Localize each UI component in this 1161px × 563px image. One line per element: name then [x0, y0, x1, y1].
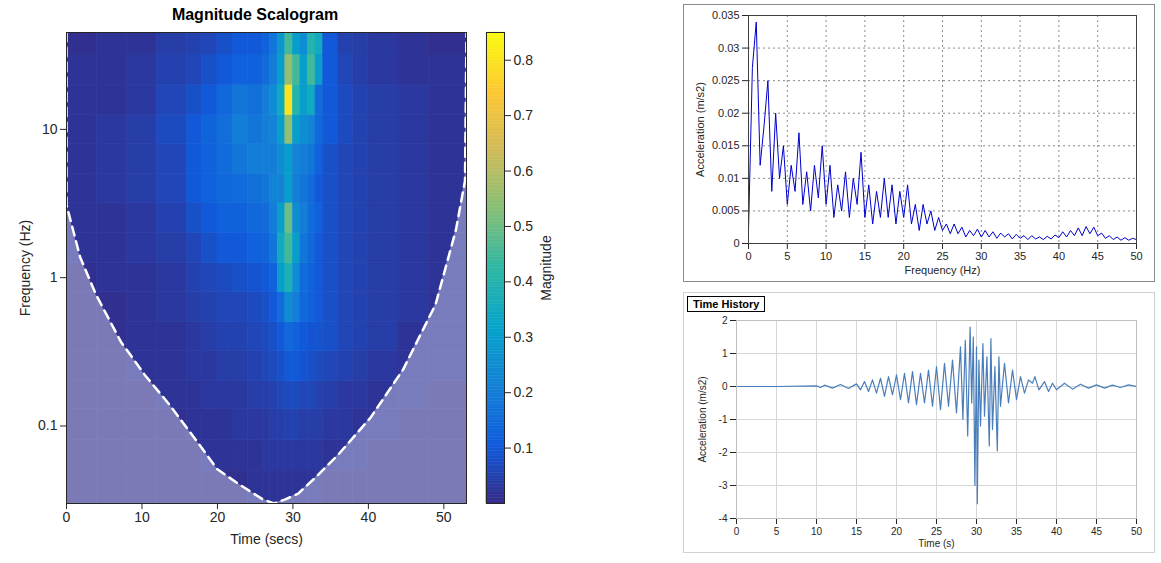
svg-text:-1: -1 [719, 414, 728, 425]
svg-text:2: 2 [722, 315, 728, 326]
svg-text:10: 10 [42, 121, 58, 137]
svg-text:0.8: 0.8 [514, 52, 534, 68]
svg-text:0.01: 0.01 [718, 172, 739, 184]
svg-text:20: 20 [891, 526, 903, 537]
svg-text:Acceleration (m/s2): Acceleration (m/s2) [694, 82, 706, 177]
svg-text:-2: -2 [719, 447, 728, 458]
svg-text:0: 0 [733, 237, 739, 249]
svg-text:Time (s): Time (s) [918, 538, 954, 549]
svg-text:1: 1 [50, 269, 58, 285]
svg-text:Magnitude: Magnitude [538, 235, 554, 301]
svg-text:0.025: 0.025 [712, 74, 740, 86]
svg-text:0.005: 0.005 [712, 204, 740, 216]
svg-text:0.03: 0.03 [718, 42, 739, 54]
svg-text:10: 10 [134, 509, 150, 525]
svg-text:0: 0 [734, 526, 740, 537]
svg-text:50: 50 [1130, 250, 1142, 262]
svg-text:0: 0 [63, 509, 71, 525]
svg-text:45: 45 [1091, 526, 1103, 537]
svg-text:-4: -4 [719, 513, 728, 524]
svg-text:40: 40 [1051, 526, 1063, 537]
svg-text:20: 20 [898, 250, 910, 262]
svg-text:35: 35 [1014, 250, 1026, 262]
svg-text:0: 0 [745, 250, 751, 262]
svg-text:5: 5 [774, 526, 780, 537]
svg-text:30: 30 [971, 526, 983, 537]
svg-text:10: 10 [811, 526, 823, 537]
svg-text:15: 15 [859, 250, 871, 262]
svg-text:10: 10 [820, 250, 832, 262]
svg-text:Frequency (Hz): Frequency (Hz) [905, 264, 981, 276]
svg-text:Frequency (Hz): Frequency (Hz) [17, 220, 33, 316]
svg-text:0.7: 0.7 [514, 107, 534, 123]
svg-text:0.5: 0.5 [514, 218, 534, 234]
svg-text:15: 15 [851, 526, 863, 537]
svg-text:0.015: 0.015 [712, 139, 740, 151]
svg-text:0: 0 [722, 381, 728, 392]
svg-text:5: 5 [784, 250, 790, 262]
svg-text:50: 50 [436, 509, 452, 525]
svg-text:20: 20 [210, 509, 226, 525]
svg-text:1: 1 [722, 348, 728, 359]
svg-text:0.6: 0.6 [514, 163, 534, 179]
svg-text:Time (secs): Time (secs) [230, 531, 303, 547]
svg-text:0.1: 0.1 [38, 417, 58, 433]
svg-text:-3: -3 [719, 480, 728, 491]
svg-text:0.3: 0.3 [514, 329, 534, 345]
svg-text:30: 30 [285, 509, 301, 525]
svg-text:25: 25 [931, 526, 943, 537]
svg-text:50: 50 [1131, 526, 1143, 537]
svg-text:40: 40 [361, 509, 377, 525]
svg-text:0.2: 0.2 [514, 384, 534, 400]
html-text:Time History: Time History [693, 298, 760, 310]
svg-text:0.1: 0.1 [514, 440, 534, 456]
svg-text:35: 35 [1011, 526, 1023, 537]
html-text:Magnitude Scalogram: Magnitude Scalogram [171, 6, 339, 23]
svg-text:Acceleration (m/s2): Acceleration (m/s2) [697, 376, 708, 462]
svg-text:0.035: 0.035 [712, 9, 740, 21]
svg-text:0.02: 0.02 [718, 107, 739, 119]
svg-text:45: 45 [1092, 250, 1104, 262]
svg-text:25: 25 [936, 250, 948, 262]
svg-text:30: 30 [975, 250, 987, 262]
svg-text:40: 40 [1053, 250, 1065, 262]
svg-text:0.4: 0.4 [514, 273, 534, 289]
